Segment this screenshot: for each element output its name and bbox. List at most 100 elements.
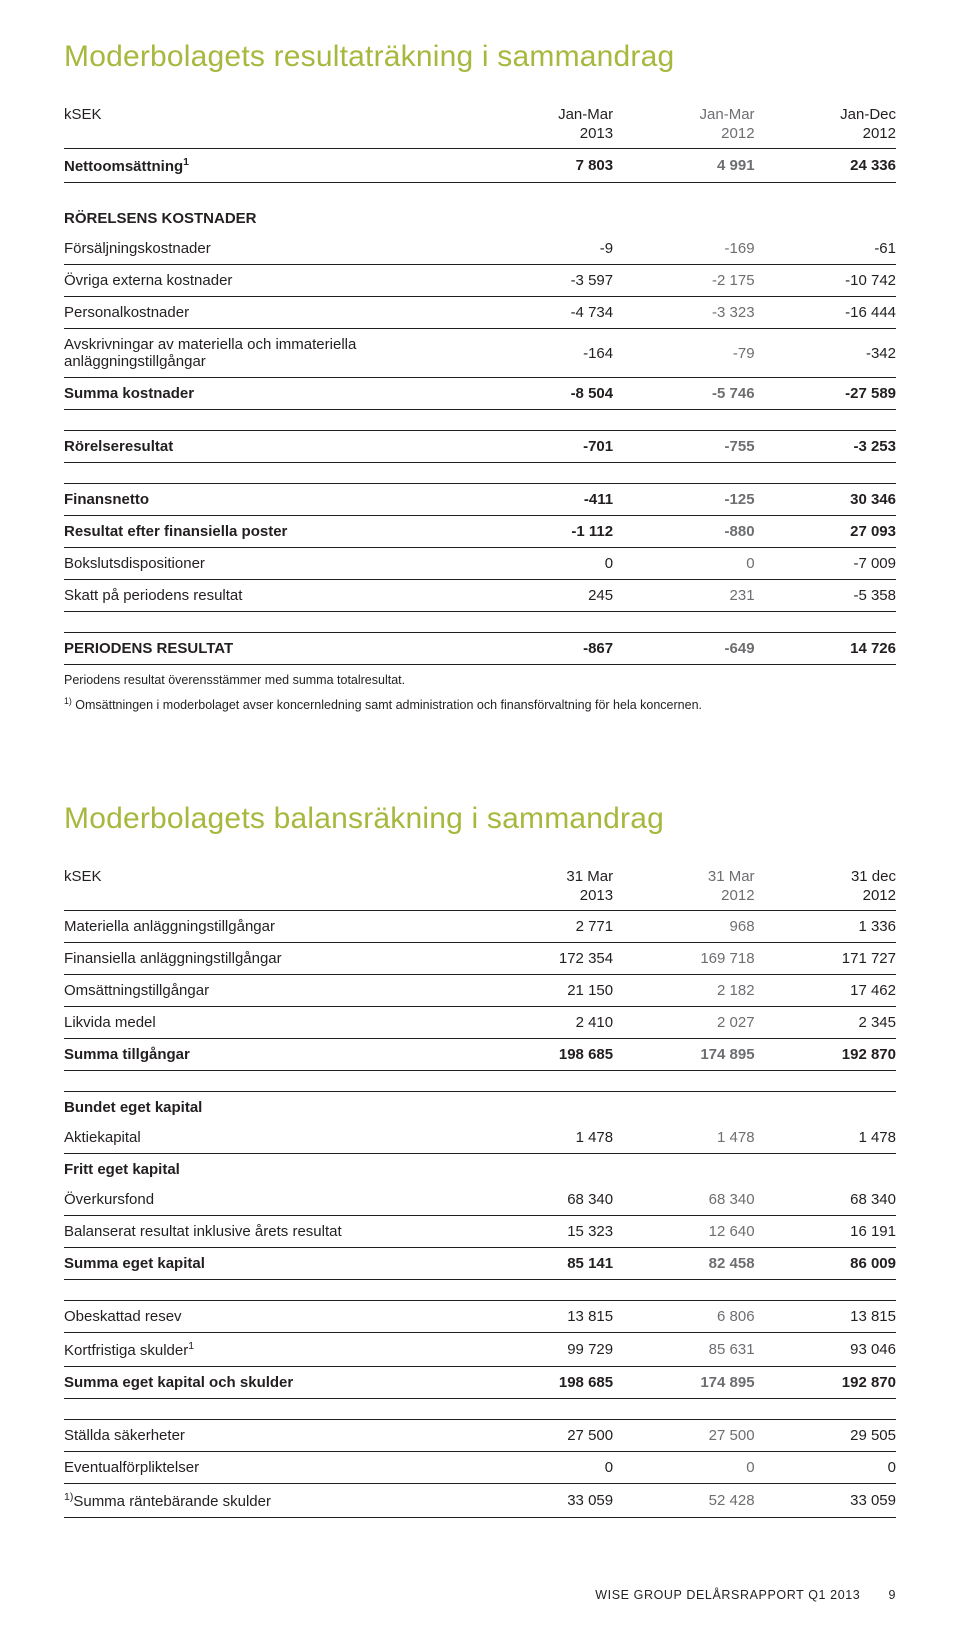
cell-value: 245 (463, 580, 613, 612)
footer-text: WISE GROUP DELÅRSRAPPORT Q1 2013 (595, 1588, 860, 1602)
cell-value: 13 815 (463, 1301, 613, 1333)
col-subheader: 2012 (755, 125, 896, 149)
cell-value: 174 895 (613, 1039, 754, 1071)
row-label: Övriga externa kostnader (64, 265, 463, 297)
row-label: Finansiella anläggningstillgångar (64, 943, 463, 975)
row-label: Likvida medel (64, 1007, 463, 1039)
row-label: Nettoomsättning1 (64, 149, 463, 183)
unit-label: kSEK (64, 864, 463, 887)
cell-value: 0 (463, 1452, 613, 1484)
cell-value: 27 500 (463, 1420, 613, 1452)
cell-value: 82 458 (613, 1248, 754, 1280)
row-label: PERIODENS RESULTAT (64, 633, 463, 665)
row-label: Bokslutsdispositioner (64, 548, 463, 580)
cell-value: -411 (463, 484, 613, 516)
cell-value: -7 009 (755, 548, 896, 580)
cell-value: 1 336 (755, 911, 896, 943)
cell-value: 0 (613, 1452, 754, 1484)
cell-value: -27 589 (755, 378, 896, 410)
cell-value: -16 444 (755, 297, 896, 329)
row-label: 1)Summa räntebärande skulder (64, 1484, 463, 1518)
cell-value (613, 1154, 754, 1185)
cell-value: 174 895 (613, 1367, 754, 1399)
cell-value: -5 746 (613, 378, 754, 410)
row-label: RÖRELSENS KOSTNADER (64, 203, 463, 233)
cell-value (755, 1154, 896, 1185)
cell-value (463, 1092, 613, 1123)
col-header: 31 dec (755, 864, 896, 887)
row-label: Summa eget kapital (64, 1248, 463, 1280)
cell-value: 192 870 (755, 1039, 896, 1071)
cell-value: 68 340 (613, 1184, 754, 1216)
cell-value: 33 059 (755, 1484, 896, 1518)
cell-value: 30 346 (755, 484, 896, 516)
cell-value (463, 203, 613, 233)
cell-value: 171 727 (755, 943, 896, 975)
footnote: Periodens resultat överensstämmer med su… (64, 671, 896, 689)
cell-value: 231 (613, 580, 754, 612)
heading-income-statement: Moderbolagets resultaträkning i sammandr… (64, 40, 896, 74)
page-number: 9 (888, 1588, 896, 1602)
cell-value: 21 150 (463, 975, 613, 1007)
cell-value: 1 478 (463, 1122, 613, 1154)
cell-value (463, 1154, 613, 1185)
cell-value: -649 (613, 633, 754, 665)
heading-balance-sheet: Moderbolagets balansräkning i sammandrag (64, 802, 896, 836)
cell-value: 1 478 (755, 1122, 896, 1154)
col-header: 31 Mar (613, 864, 754, 887)
col-subheader: 2013 (463, 125, 613, 149)
cell-value: 27 500 (613, 1420, 754, 1452)
cell-value: 2 182 (613, 975, 754, 1007)
cell-value (755, 203, 896, 233)
cell-value: 7 803 (463, 149, 613, 183)
cell-value: 85 631 (613, 1333, 754, 1367)
cell-value: -9 (463, 233, 613, 265)
cell-value: -1 112 (463, 516, 613, 548)
cell-value: 13 815 (755, 1301, 896, 1333)
table-balance-sheet: kSEK 31 Mar 31 Mar 31 dec 2013 2012 2012… (64, 864, 896, 1518)
row-label: Summa tillgångar (64, 1039, 463, 1071)
cell-value: 15 323 (463, 1216, 613, 1248)
cell-value: 68 340 (463, 1184, 613, 1216)
row-label: Överkursfond (64, 1184, 463, 1216)
cell-value: 172 354 (463, 943, 613, 975)
cell-value: 6 806 (613, 1301, 754, 1333)
cell-value: 14 726 (755, 633, 896, 665)
cell-value: -3 323 (613, 297, 754, 329)
row-label: Omsättningstillgångar (64, 975, 463, 1007)
cell-value: 0 (613, 548, 754, 580)
cell-value: 85 141 (463, 1248, 613, 1280)
cell-value: 12 640 (613, 1216, 754, 1248)
row-label: Bundet eget kapital (64, 1092, 463, 1123)
cell-value: -3 253 (755, 431, 896, 463)
cell-value: -867 (463, 633, 613, 665)
cell-value: 68 340 (755, 1184, 896, 1216)
col-subheader: 2012 (613, 125, 754, 149)
row-label: Aktiekapital (64, 1122, 463, 1154)
cell-value: 29 505 (755, 1420, 896, 1452)
cell-value: 2 027 (613, 1007, 754, 1039)
row-label: Ställda säkerheter (64, 1420, 463, 1452)
cell-value: 99 729 (463, 1333, 613, 1367)
cell-value: 192 870 (755, 1367, 896, 1399)
row-label: Balanserat resultat inklusive årets resu… (64, 1216, 463, 1248)
cell-value: 24 336 (755, 149, 896, 183)
page-footer: WISE GROUP DELÅRSRAPPORT Q1 2013 9 (64, 1588, 896, 1602)
footnote: 1) Omsättningen i moderbolaget avser kon… (64, 695, 896, 714)
cell-value: 0 (755, 1452, 896, 1484)
cell-value: 52 428 (613, 1484, 754, 1518)
cell-value: -701 (463, 431, 613, 463)
cell-value: 1 478 (613, 1122, 754, 1154)
col-header: Jan-Mar (463, 102, 613, 125)
cell-value: 93 046 (755, 1333, 896, 1367)
row-label: Materiella anläggningstillgångar (64, 911, 463, 943)
cell-value: 2 771 (463, 911, 613, 943)
cell-value: 4 991 (613, 149, 754, 183)
cell-value: -125 (613, 484, 754, 516)
row-label: Summa kostnader (64, 378, 463, 410)
cell-value (755, 1092, 896, 1123)
row-label: Eventualförpliktelser (64, 1452, 463, 1484)
unit-label: kSEK (64, 102, 463, 125)
row-label: Finansnetto (64, 484, 463, 516)
col-subheader: 2012 (613, 887, 754, 911)
